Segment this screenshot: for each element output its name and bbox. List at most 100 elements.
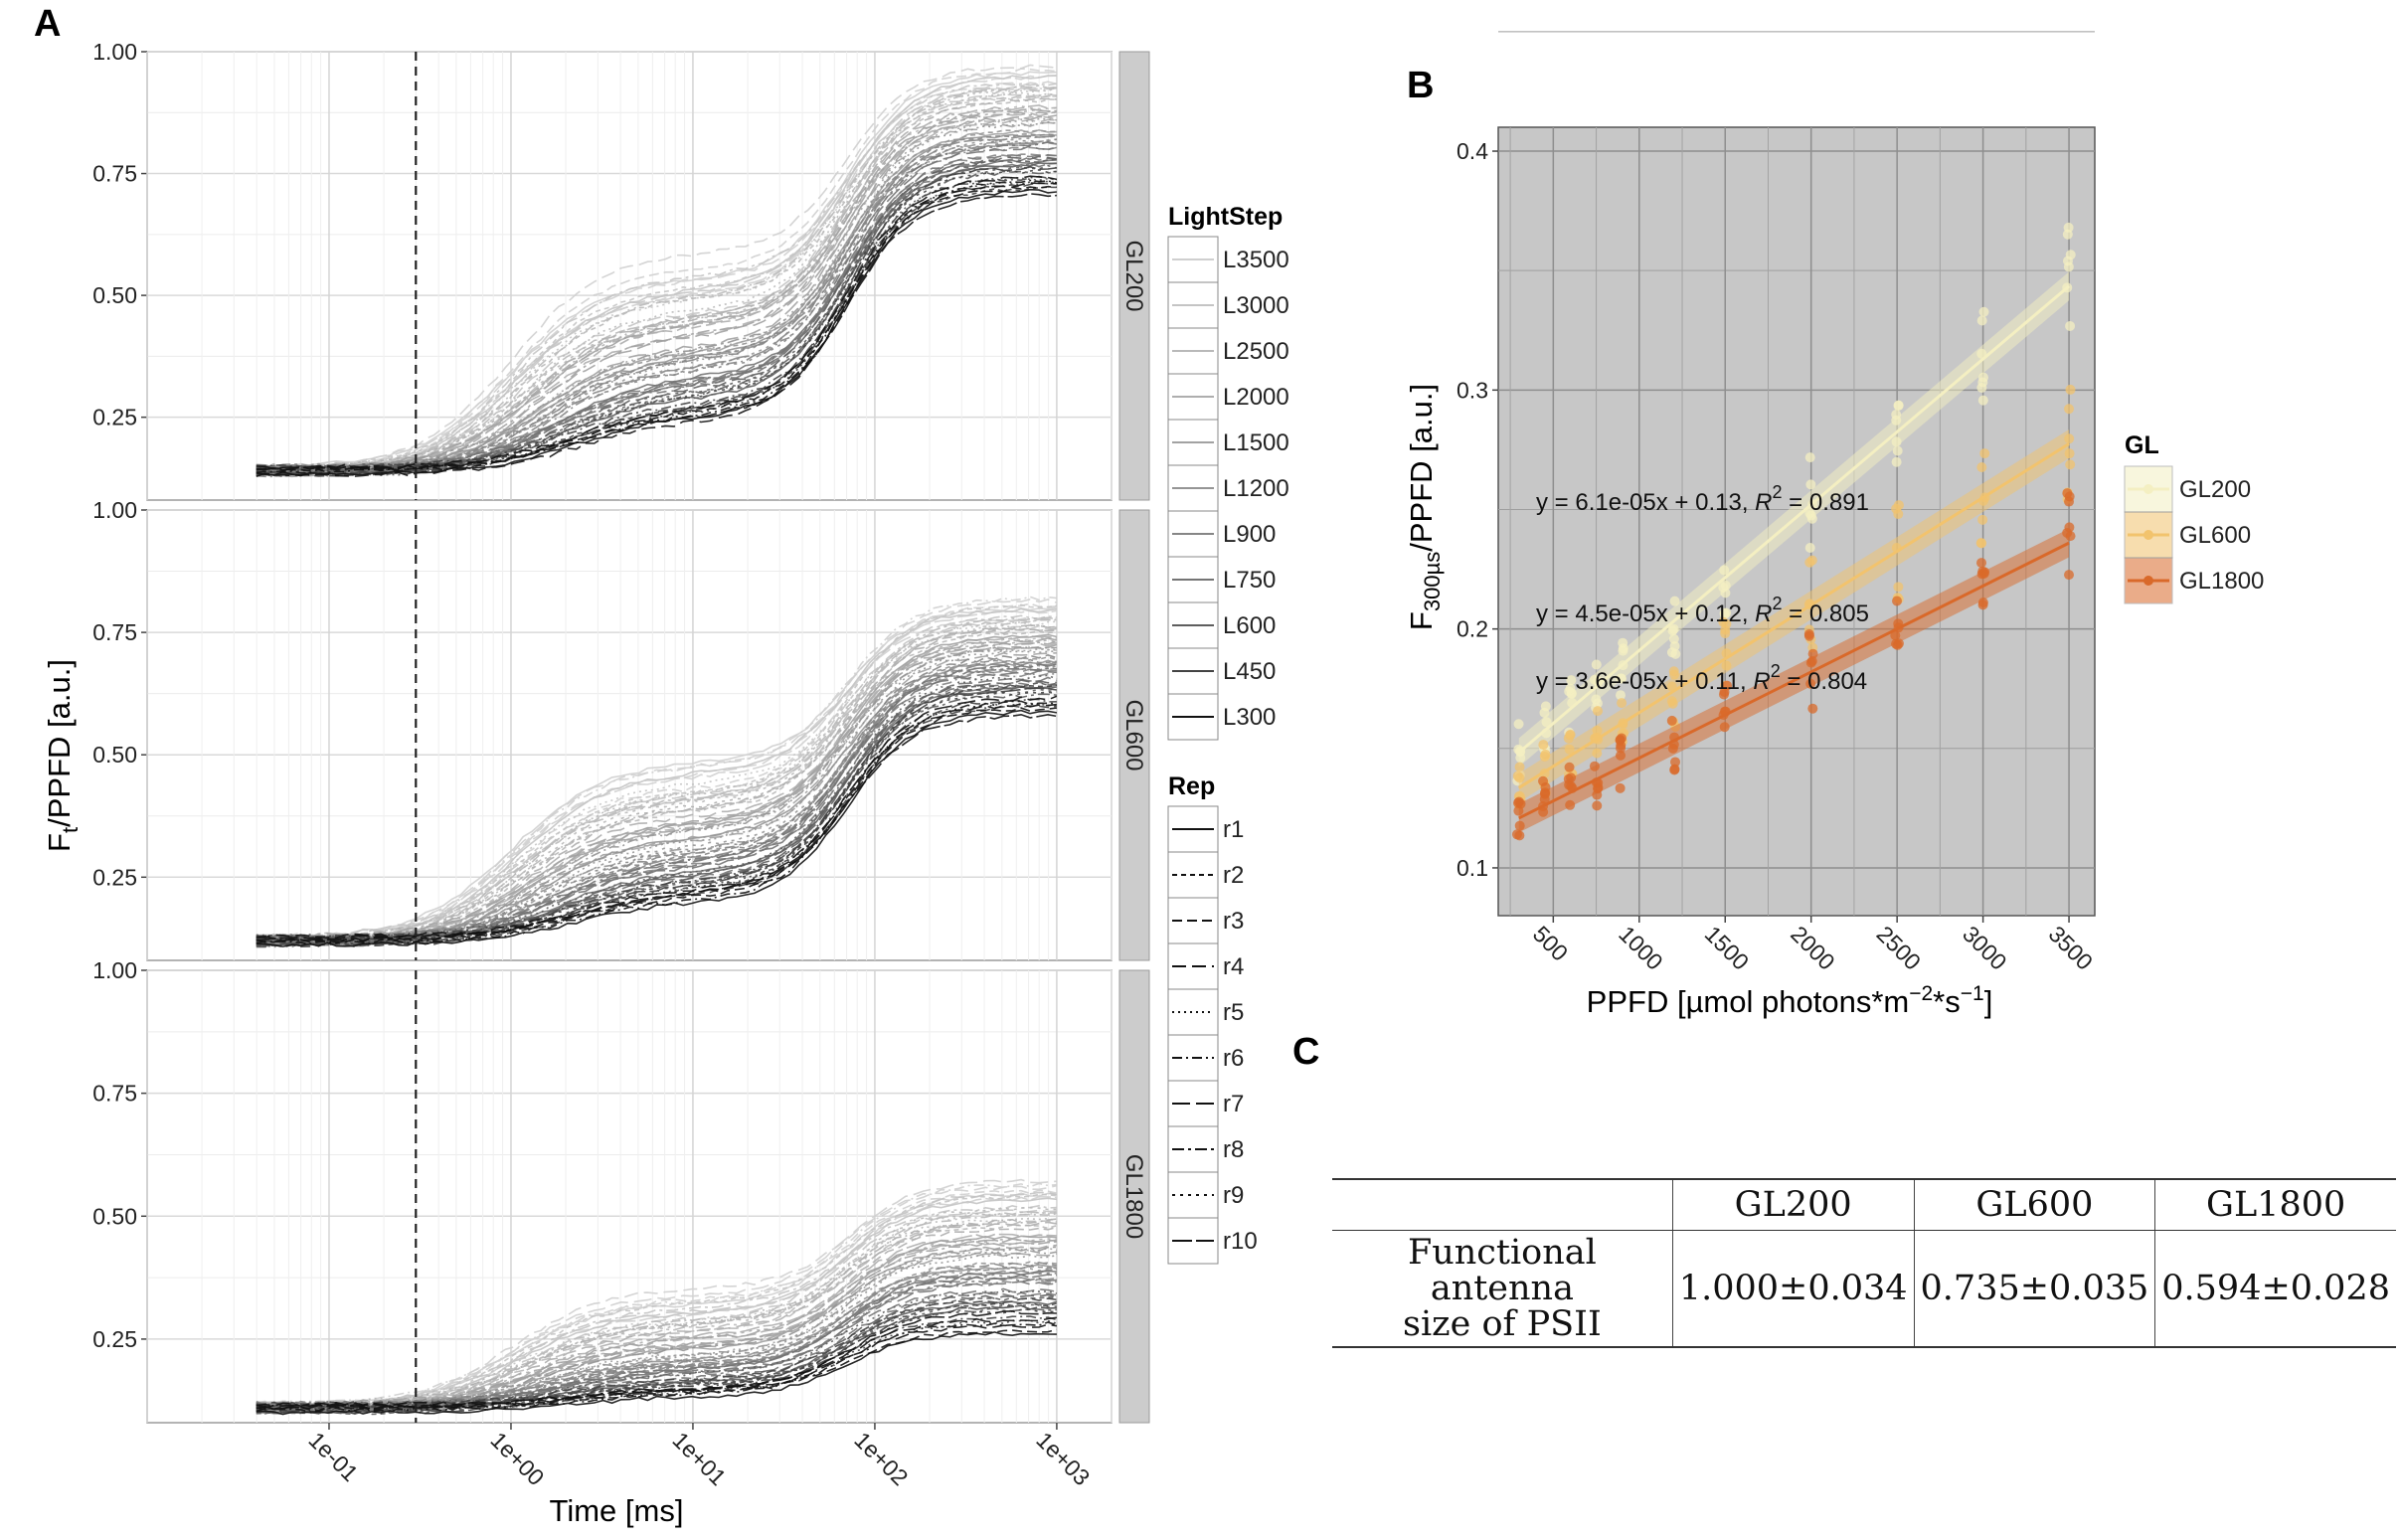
panel-b-y-axis-label: F300µs/PPFD [a.u.] xyxy=(1404,384,1445,630)
lightstep-legend-item: L1200 xyxy=(1223,475,1289,502)
data-point-GL200 xyxy=(1978,306,1989,317)
data-point-GL600 xyxy=(2065,459,2076,470)
curve-GL200 xyxy=(256,68,1057,474)
panel-label-a: A xyxy=(34,3,61,45)
curve-GL1800 xyxy=(256,1217,1058,1406)
y-tick-label: 0.75 xyxy=(92,161,137,187)
y-tick-label: 1.00 xyxy=(92,39,137,65)
data-point-GL600 xyxy=(1976,462,1987,473)
equation-label-GL200: y = 6.1e-05x + 0.13, R2 = 0.891 xyxy=(1536,482,1869,516)
x-tick-label: 1000 xyxy=(1614,921,1668,975)
data-point-GL600 xyxy=(1593,706,1604,717)
regression-line-GL200 xyxy=(1517,284,2071,755)
curve-GL600 xyxy=(256,624,1057,942)
curve-GL600 xyxy=(256,652,1057,947)
table-header-gl600: GL600 xyxy=(1913,1178,2155,1231)
facet-strip xyxy=(1118,51,1150,501)
data-point-GL200 xyxy=(1669,596,1680,606)
data-point-GL200 xyxy=(1566,675,1577,686)
rep-legend-title: Rep xyxy=(1168,772,1215,800)
data-point-GL1800 xyxy=(1615,782,1626,793)
curve-GL200 xyxy=(256,140,1058,474)
equation-label-GL600: y = 4.5e-05x + 0.12, R2 = 0.805 xyxy=(1536,594,1869,627)
curve-GL200 xyxy=(256,179,1058,474)
data-point-GL200 xyxy=(1805,479,1816,490)
curve-GL200 xyxy=(256,71,1057,469)
gl-legend: GL200 GL600 GL1800 xyxy=(2124,465,2264,604)
x-tick-label: 2500 xyxy=(1872,921,1927,975)
rep-legend-item: r8 xyxy=(1223,1136,1244,1163)
curve-GL200 xyxy=(256,141,1058,473)
curve-GL600 xyxy=(256,702,1057,944)
data-point-GL600 xyxy=(1617,698,1628,709)
x-tick-label: 1e+01 xyxy=(667,1427,731,1490)
gl-legend-item: GL200 xyxy=(2179,476,2251,503)
curve-GL200 xyxy=(256,108,1057,468)
table-cell-gl200: 1.000±0.034 xyxy=(1671,1230,1915,1348)
curve-GL1800 xyxy=(256,1261,1058,1406)
data-point-GL600 xyxy=(1893,509,1904,520)
curve-GL200 xyxy=(256,110,1058,473)
curve-GL1800 xyxy=(256,1308,1057,1409)
curve-GL600 xyxy=(256,614,1057,943)
curve-GL600 xyxy=(256,685,1058,942)
curve-GL1800 xyxy=(256,1182,1057,1404)
curve-GL200 xyxy=(256,185,1057,472)
curve-GL1800 xyxy=(256,1250,1058,1413)
curve-GL1800 xyxy=(256,1289,1058,1408)
lightstep-legend-item: L750 xyxy=(1223,567,1276,594)
x-tick-label: 2000 xyxy=(1786,921,1840,975)
curve-GL200 xyxy=(256,86,1058,472)
data-point-GL200 xyxy=(1513,719,1524,730)
data-point-GL200 xyxy=(1719,607,1730,618)
data-point-GL1800 xyxy=(2062,488,2073,499)
curve-GL200 xyxy=(256,75,1057,473)
y-tick-label: 0.25 xyxy=(92,864,137,890)
data-point-GL1800 xyxy=(1514,830,1525,841)
curve-GL600 xyxy=(256,603,1058,941)
panel-a-x-axis-label: Time [ms] xyxy=(550,1493,684,1528)
data-point-GL600 xyxy=(1893,500,1904,511)
lightstep-legend-title: LightStep xyxy=(1168,203,1283,231)
table-row-label-line1: Functional antenna xyxy=(1407,1233,1597,1308)
curve-GL1800 xyxy=(256,1315,1058,1409)
regression-line-GL600 xyxy=(1517,442,2070,789)
data-point-GL600 xyxy=(1979,448,1990,459)
rep-legend-item: r10 xyxy=(1223,1228,1258,1255)
table-header-row: GL200 GL600 GL1800 xyxy=(1332,1178,2396,1231)
lightstep-legend-item: L600 xyxy=(1223,612,1276,639)
lightstep-legend-item: L300 xyxy=(1223,704,1276,731)
table-row-label-line2: size of PSII xyxy=(1403,1304,1602,1344)
table-row: Functional antenna size of PSII 1.000±0.0… xyxy=(1332,1230,2396,1348)
curve-GL1800 xyxy=(256,1295,1057,1416)
table-row-label: Functional antenna size of PSII xyxy=(1332,1230,1673,1348)
data-point-GL200 xyxy=(1670,648,1681,659)
curve-GL200 xyxy=(256,83,1058,473)
curve-GL600 xyxy=(256,707,1057,943)
data-point-GL200 xyxy=(1893,400,1904,411)
rep-legend-item: r3 xyxy=(1223,908,1244,935)
data-point-GL1800 xyxy=(1722,680,1733,691)
facet-panel-GL600 xyxy=(146,509,1113,961)
table-cell-gl1800: 0.594±0.028 xyxy=(2154,1230,2396,1348)
antenna-size-table: GL200 GL600 GL1800 Functional antenna siz… xyxy=(1332,1178,2396,1348)
lightstep-legend: L3500 L3000 L2500 L2000 L1500 L1200 L900 L750 L6… xyxy=(1167,236,1289,741)
facet-strip-label: GL1800 xyxy=(1120,1154,1147,1239)
data-point-GL200 xyxy=(1804,542,1815,553)
curve-GL600 xyxy=(256,693,1057,941)
regression-line-GL1800 xyxy=(1518,541,2070,820)
data-point-GL600 xyxy=(1720,624,1731,635)
y-tick-label: 0.3 xyxy=(1457,377,1488,403)
data-point-GL1800 xyxy=(1670,757,1681,768)
data-point-GL1800 xyxy=(1538,775,1549,786)
data-point-GL600 xyxy=(1893,582,1904,593)
x-tick-label: 1e-01 xyxy=(303,1427,363,1486)
curve-GL600 xyxy=(256,646,1057,943)
panel-label-b: B xyxy=(1407,65,1434,106)
curve-GL200 xyxy=(256,169,1057,470)
rep-legend-item: r5 xyxy=(1223,999,1244,1026)
curve-GL1800 xyxy=(256,1254,1058,1407)
panel-b-scatter-chart: 0.1 0.2 0.3 0.4 500 1000 1500 2000 2500 3000 3500 y… xyxy=(1457,31,2098,975)
panel-label-c: C xyxy=(1292,1031,1319,1073)
